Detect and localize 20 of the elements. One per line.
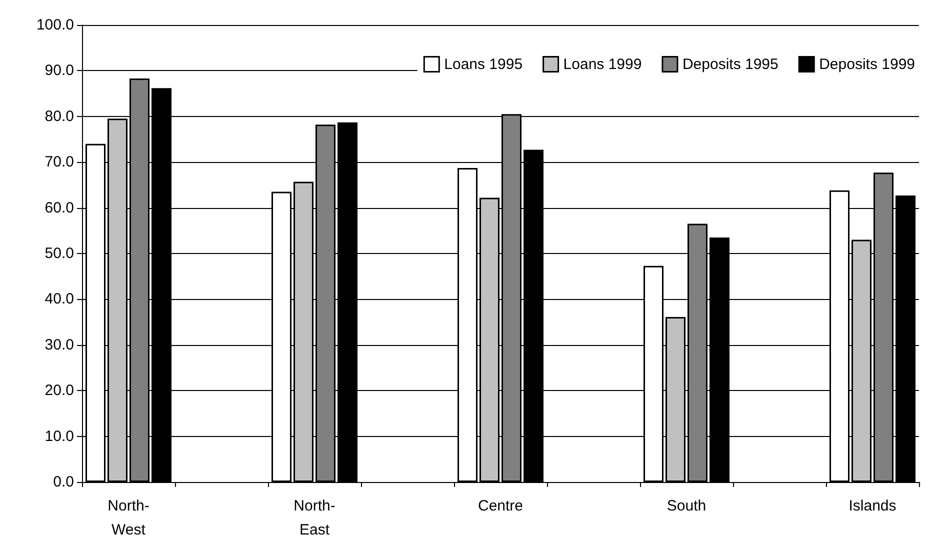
y-tick-label: 40.0 — [44, 290, 74, 308]
y-tick-label: 30.0 — [44, 336, 74, 354]
y-tick-label: 100.0 — [36, 16, 74, 34]
legend-label: Loans 1995 — [444, 56, 523, 73]
y-tick-label: 50.0 — [44, 245, 74, 262]
legend-label: Deposits 1999 — [819, 56, 916, 73]
legend-label: Loans 1999 — [563, 56, 642, 73]
y-tick-label: 60.0 — [44, 199, 74, 216]
x-tick-label: North-West — [108, 498, 150, 538]
x-tick-label: South — [666, 498, 706, 514]
y-tick-label: 80.0 — [44, 108, 74, 125]
x-tick-label: North-East — [294, 498, 336, 538]
y-tick-label: 0.0 — [53, 474, 74, 490]
y-tick-label: 70.0 — [44, 154, 74, 171]
x-tick-label: Centre — [478, 498, 524, 514]
x-tick-label: Islands — [848, 498, 896, 514]
y-tick-label: 10.0 — [44, 428, 74, 445]
y-tick-label: 20.0 — [44, 382, 74, 400]
legend-label: Deposits 1995 — [682, 56, 778, 73]
y-tick-label: 90.0 — [44, 62, 74, 80]
